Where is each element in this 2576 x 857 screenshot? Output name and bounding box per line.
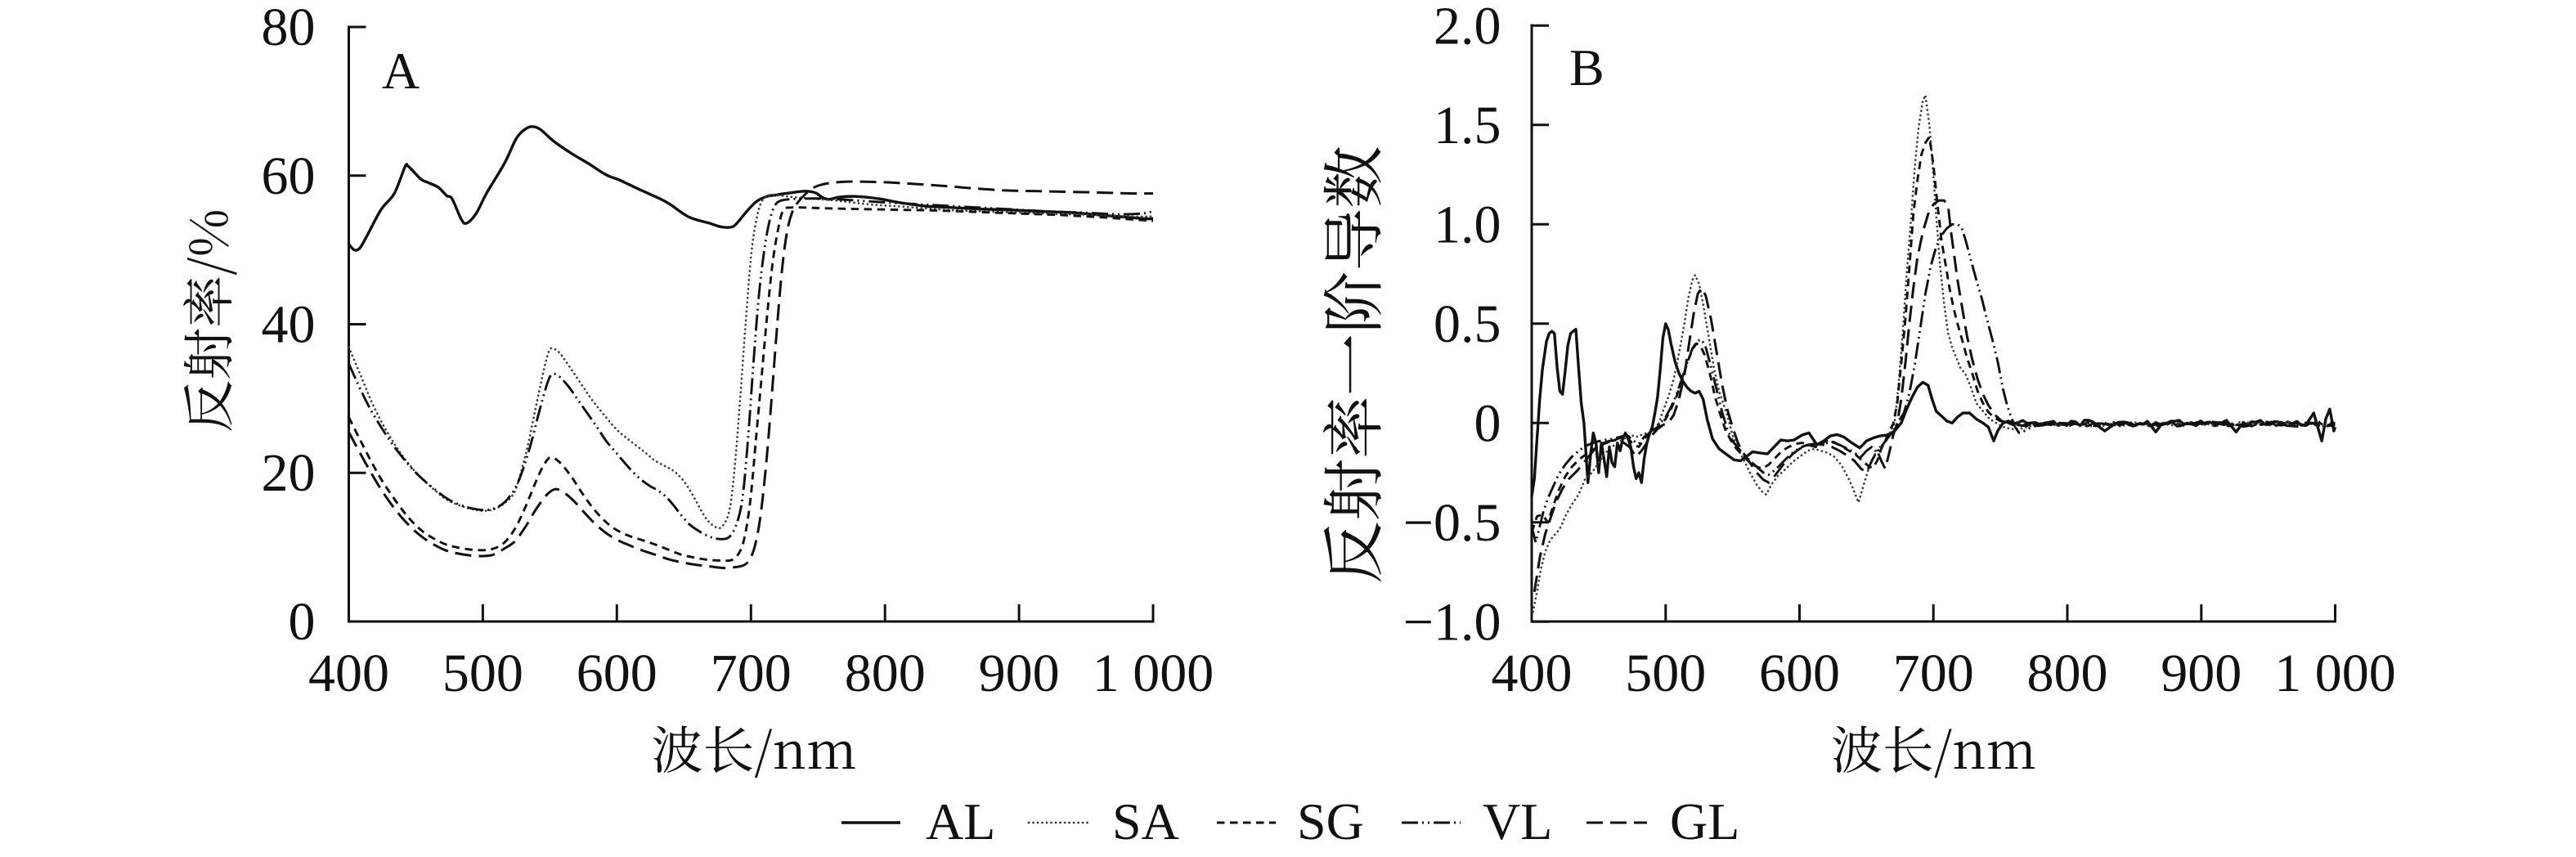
svg-text:B: B <box>1569 38 1604 96</box>
svg-text:SA: SA <box>1112 792 1179 850</box>
svg-text:AL: AL <box>926 792 995 850</box>
svg-text:1.5: 1.5 <box>1434 96 1501 155</box>
svg-text:900: 900 <box>2161 644 2242 703</box>
svg-text:500: 500 <box>1625 644 1706 703</box>
svg-text:700: 700 <box>1893 644 1974 703</box>
svg-text:−1.0: −1.0 <box>1403 592 1501 652</box>
svg-text:0.5: 0.5 <box>1434 294 1501 354</box>
svg-text:600: 600 <box>577 644 657 703</box>
svg-text:SG: SG <box>1297 792 1364 850</box>
svg-text:800: 800 <box>845 644 926 703</box>
svg-text:700: 700 <box>711 644 792 703</box>
svg-text:20: 20 <box>262 443 316 503</box>
svg-text:40: 40 <box>262 295 316 355</box>
svg-text:1.0: 1.0 <box>1434 195 1501 254</box>
svg-text:2.0: 2.0 <box>1434 0 1501 56</box>
svg-text:900: 900 <box>979 644 1060 703</box>
svg-text:GL: GL <box>1670 792 1739 850</box>
svg-text:1 000: 1 000 <box>1093 644 1214 703</box>
svg-text:−0.5: −0.5 <box>1403 493 1501 553</box>
svg-text:A: A <box>382 42 420 100</box>
svg-text:1 000: 1 000 <box>2274 644 2396 703</box>
svg-text:60: 60 <box>262 146 316 206</box>
svg-text:800: 800 <box>2027 644 2108 703</box>
svg-text:0: 0 <box>289 592 316 652</box>
svg-text:80: 80 <box>262 0 316 57</box>
svg-text:600: 600 <box>1759 644 1840 703</box>
svg-text:0: 0 <box>1474 393 1501 453</box>
svg-text:VL: VL <box>1483 792 1552 850</box>
svg-text:400: 400 <box>308 644 389 703</box>
svg-text:400: 400 <box>1492 644 1573 703</box>
svg-text:500: 500 <box>442 644 523 703</box>
